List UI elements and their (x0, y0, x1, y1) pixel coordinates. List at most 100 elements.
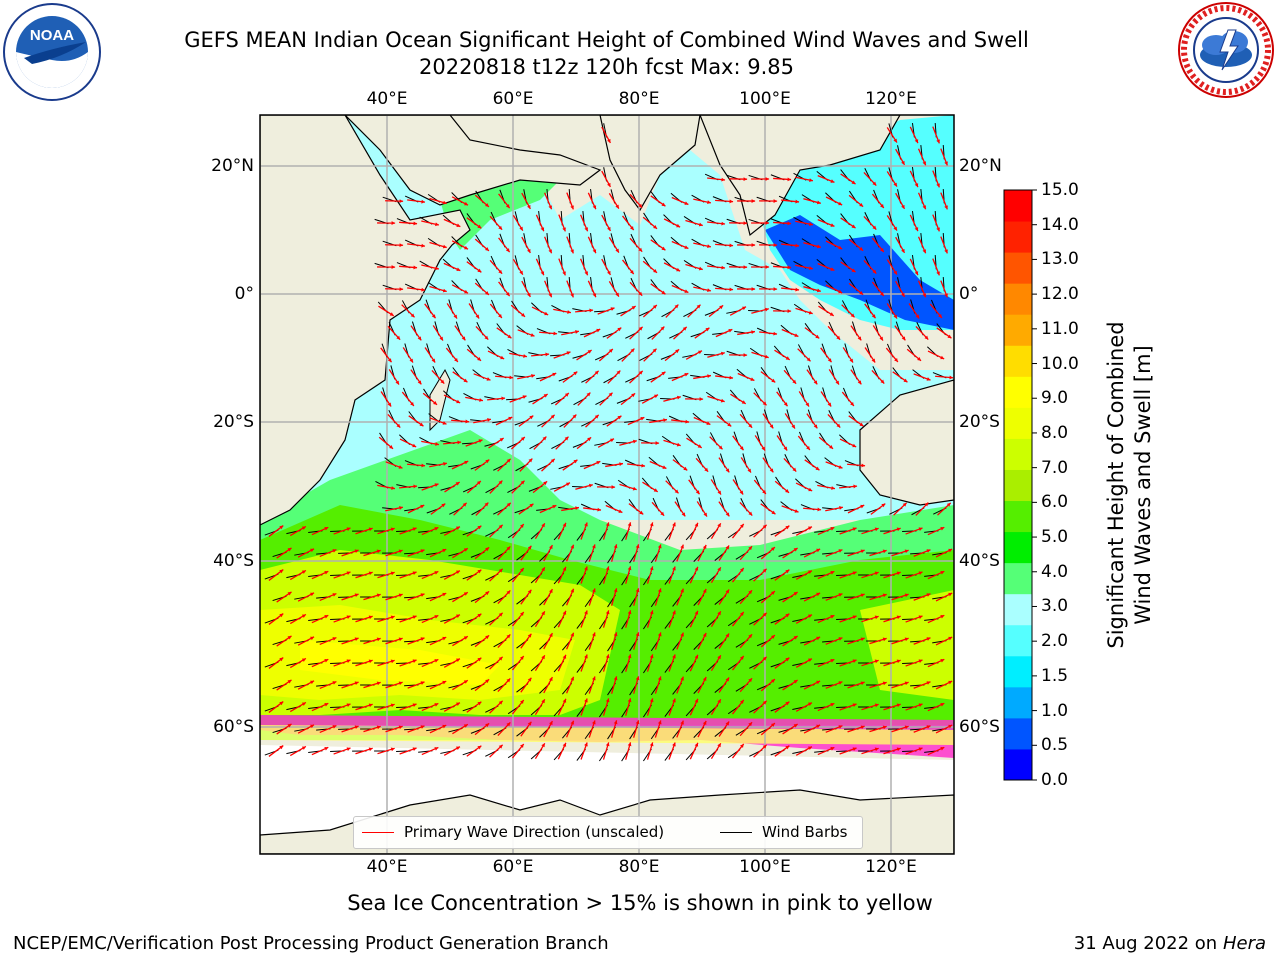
wave-direction-arrowhead (632, 486, 637, 491)
wave-direction-arrowhead (915, 314, 920, 319)
lon-tick-top: 100°E (739, 89, 791, 109)
wave-direction-arrowhead (570, 588, 574, 593)
wave-direction-arrowhead (765, 177, 770, 181)
wave-direction-arrowhead (498, 269, 503, 274)
wave-direction-arrowhead (630, 348, 635, 353)
wave-direction-arrowhead (541, 523, 545, 528)
wave-direction-arrowhead (918, 615, 923, 619)
wave-direction-arrowhead (728, 329, 733, 333)
wave-direction-arrowhead (787, 177, 792, 182)
wave-direction-arrowhead (926, 725, 931, 729)
wave-direction-arrowhead (592, 588, 596, 593)
wave-direction-arrowhead (464, 289, 469, 294)
wave-direction-arrowhead (434, 571, 439, 575)
band-9m (300, 640, 500, 685)
wave-direction-arrowhead (396, 423, 401, 428)
wave-direction-arrowhead (608, 349, 613, 353)
wave-direction-arrowhead (944, 293, 948, 298)
wave-direction-arrowhead (506, 502, 511, 507)
wave-direction-arrowhead (702, 720, 707, 725)
wave-direction-arrowhead (914, 271, 919, 276)
wave-direction-arrowhead (498, 568, 503, 573)
wave-direction-arrowhead (816, 592, 821, 597)
wave-direction-arrowhead (783, 402, 788, 407)
wave-direction-arrowhead (853, 484, 858, 489)
wave-direction-arrowhead (702, 676, 707, 681)
wave-direction-arrowhead (500, 355, 505, 360)
colorbar-swatch (1004, 655, 1032, 688)
wave-direction-arrowhead (787, 309, 792, 314)
wave-direction-arrowhead (421, 463, 426, 468)
wave-direction-arrowhead (661, 290, 666, 295)
wave-direction-arrowhead (794, 509, 799, 513)
wave-direction-arrowhead (506, 590, 511, 595)
wave-direction-arrowhead (455, 702, 460, 707)
colorbar-title-line2: Wind Waves and Swell [m] (1131, 345, 1155, 625)
wave-direction-arrowhead (748, 590, 753, 595)
wave-direction-arrowhead (808, 310, 813, 315)
wave-direction-arrowhead (354, 593, 359, 598)
wave-direction-arrowhead (505, 204, 510, 209)
wave-direction-arrowhead (455, 526, 460, 531)
wave-direction-arrowhead (785, 569, 790, 574)
wave-direction-arrowhead (770, 635, 775, 639)
wave-direction-arrowhead (851, 180, 856, 185)
legend-item-wave-direction: Primary Wave Direction (unscaled) (362, 823, 664, 841)
wave-direction-arrowhead (936, 139, 940, 144)
wave-direction-arrowhead (456, 223, 461, 227)
colorbar-tick-label: 10.0 (1041, 353, 1079, 374)
wave-direction-arrowhead (310, 724, 315, 729)
wave-direction-arrowhead (680, 588, 684, 593)
wave-direction-arrowhead (698, 350, 703, 355)
colorbar-swatch (1004, 531, 1032, 564)
wave-direction-arrowhead (301, 614, 306, 618)
wave-direction-arrowhead (301, 526, 306, 530)
wave-direction-arrowhead (613, 632, 618, 637)
wave-direction-arrowhead (721, 265, 726, 270)
wave-direction-arrowhead (413, 221, 418, 226)
arabia-landmass (344, 115, 602, 206)
wave-direction-arrowhead (816, 636, 821, 641)
wave-direction-arrowhead (420, 593, 425, 597)
wave-direction-arrowhead (918, 747, 923, 751)
wave-direction-arrowhead (575, 506, 579, 511)
wave-direction-arrowhead (663, 418, 667, 423)
wave-direction-arrowhead (727, 422, 732, 427)
wave-direction-arrowhead (586, 392, 591, 397)
wave-direction-arrowhead (903, 378, 908, 383)
wave-direction-arrowhead (836, 335, 841, 340)
wave-direction-arrowhead (938, 313, 942, 318)
wave-direction-arrowhead (605, 698, 610, 703)
wave-direction-arrowhead (880, 204, 884, 208)
wave-direction-arrowhead (455, 614, 460, 619)
wave-direction-arrowhead (751, 330, 755, 335)
wave-direction-arrowhead (570, 720, 574, 725)
wave-direction-arrowhead (676, 223, 681, 228)
wave-direction-arrowhead (748, 546, 753, 551)
wave-direction-arrowhead (376, 593, 381, 598)
wave-direction-arrowhead (793, 592, 798, 596)
wave-direction-arrowhead (544, 311, 549, 316)
noaa-logo-text: NOAA (30, 27, 74, 44)
wave-direction-arrowhead (618, 509, 623, 513)
noaa-logo: NOAA (2, 2, 102, 102)
wave-direction-arrowhead (435, 442, 439, 446)
wave-direction-arrowhead (592, 544, 596, 549)
wave-direction-arrowhead (541, 743, 545, 748)
wave-direction-arrowhead (398, 465, 403, 469)
wave-direction-arrowhead (748, 678, 753, 683)
wave-direction-arrowhead (718, 445, 723, 450)
wave-direction-arrowhead (324, 615, 329, 619)
wave-direction-arrowhead (849, 358, 853, 363)
wave-direction-arrowhead (809, 266, 813, 270)
wave-direction-arrowhead (527, 721, 532, 726)
colorbar-swatch (1004, 717, 1032, 750)
wave-direction-arrowhead (631, 393, 636, 398)
wave-direction-arrowhead (816, 288, 821, 293)
lon-tick-bottom: 60°E (492, 857, 534, 877)
wave-direction-arrowhead (562, 566, 567, 571)
wave-direction-arrowhead (287, 723, 292, 728)
wave-direction-arrowhead (761, 446, 765, 451)
wave-direction-arrowhead (542, 436, 547, 441)
wave-direction-arrowhead (901, 292, 905, 297)
